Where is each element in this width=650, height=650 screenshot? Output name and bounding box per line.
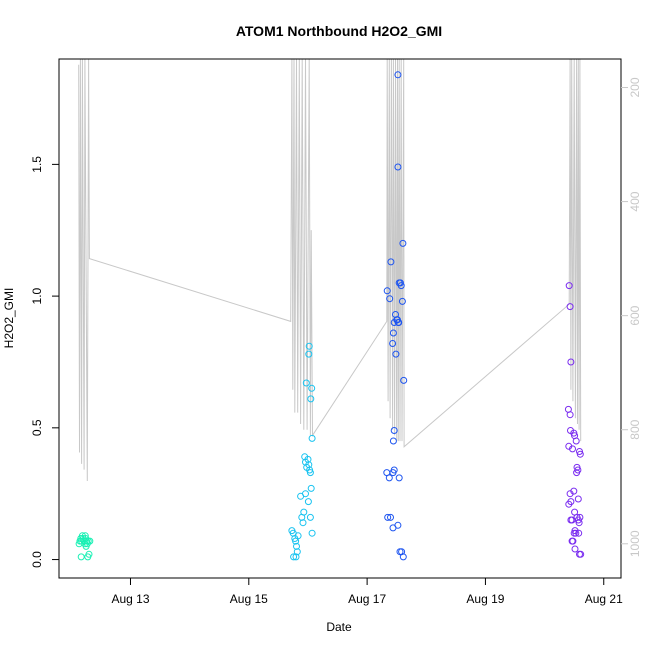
data-point [304, 455, 312, 463]
data-point [308, 434, 316, 442]
y-right-tick-label: 600 [628, 305, 642, 325]
data-point [293, 542, 300, 550]
data-point [81, 532, 89, 540]
data-point [394, 163, 402, 171]
data-point [84, 553, 92, 561]
x-tick-label: Aug 19 [466, 592, 504, 606]
series-3 [383, 71, 408, 561]
y-tick-label: 1.5 [30, 156, 44, 173]
data-point [576, 450, 584, 458]
data-point [394, 71, 402, 79]
data-point [299, 519, 307, 527]
data-point [305, 342, 313, 350]
data-point [305, 461, 313, 469]
x-tick-label: Aug 15 [230, 592, 268, 606]
data-point [395, 319, 403, 326]
data-point [397, 282, 405, 290]
data-point [394, 521, 402, 529]
data-point [390, 466, 398, 474]
data-point [307, 395, 315, 403]
data-point [389, 329, 397, 337]
x-tick-label: Aug 21 [585, 592, 623, 606]
series-1 [75, 532, 94, 561]
series-4 [564, 282, 585, 558]
data-point [385, 474, 393, 482]
plot-area [75, 59, 585, 561]
data-point [566, 303, 574, 311]
y-axis: 0.0 0.5 1.0 1.5 [30, 156, 59, 568]
data-point [300, 508, 308, 516]
data-point [302, 490, 309, 498]
altitude-line [78, 59, 582, 482]
data-point [399, 553, 407, 561]
y-right-tick-label: 400 [628, 191, 642, 211]
y-axis-label: H2O2_GMI [2, 288, 16, 349]
data-point [577, 550, 585, 558]
data-point [86, 537, 94, 545]
y-tick-label: 1.0 [30, 287, 44, 304]
data-point [389, 340, 397, 347]
data-point [570, 529, 578, 537]
data-point [565, 500, 573, 508]
data-point [567, 358, 575, 366]
data-point [571, 545, 579, 553]
data-point [306, 513, 314, 521]
data-point [307, 484, 315, 492]
data-point [387, 513, 394, 521]
x-axis: Aug 13 Aug 15 Aug 17 Aug 19 Aug 21 [111, 578, 623, 606]
data-point [306, 469, 314, 477]
data-point [390, 427, 398, 434]
data-point [308, 529, 316, 537]
data-point [82, 542, 90, 550]
data-point [569, 537, 577, 545]
y-right-tick-label: 1000 [628, 530, 642, 557]
data-point [308, 384, 316, 392]
data-point [395, 474, 403, 482]
data-point [400, 376, 408, 384]
data-point [77, 553, 85, 561]
data-point [572, 437, 580, 445]
data-point [398, 297, 406, 305]
data-point [392, 350, 400, 358]
data-point [386, 295, 394, 303]
chart-title: ATOM1 Northbound H2O2_GMI [236, 23, 442, 39]
x-tick-label: Aug 13 [111, 592, 149, 606]
data-point [387, 258, 395, 266]
plot-frame [58, 58, 622, 579]
data-point [290, 553, 298, 561]
series-2 [288, 342, 316, 561]
data-point [570, 487, 578, 495]
y-axis-right: 200 400 600 800 1000 [621, 77, 642, 557]
data-point [293, 548, 301, 556]
y-right-tick-label: 800 [628, 419, 642, 439]
y-tick-label: 0.5 [30, 419, 44, 436]
data-point [302, 379, 310, 387]
data-point [304, 498, 312, 506]
data-point [305, 350, 313, 358]
data-point [569, 445, 576, 453]
y-right-tick-label: 200 [628, 77, 642, 97]
x-tick-label: Aug 17 [348, 592, 386, 606]
data-point [383, 287, 391, 295]
data-point [574, 495, 582, 503]
data-point [575, 529, 583, 537]
x-axis-label: Date [326, 620, 352, 634]
data-point [566, 411, 574, 419]
data-point [292, 553, 300, 561]
data-point [565, 282, 573, 290]
data-point [399, 239, 407, 247]
y-tick-label: 0.0 [30, 551, 44, 568]
data-point [389, 437, 397, 445]
data-point [573, 469, 581, 477]
data-point [294, 532, 302, 540]
data-point [384, 513, 392, 521]
data-point [575, 519, 583, 527]
